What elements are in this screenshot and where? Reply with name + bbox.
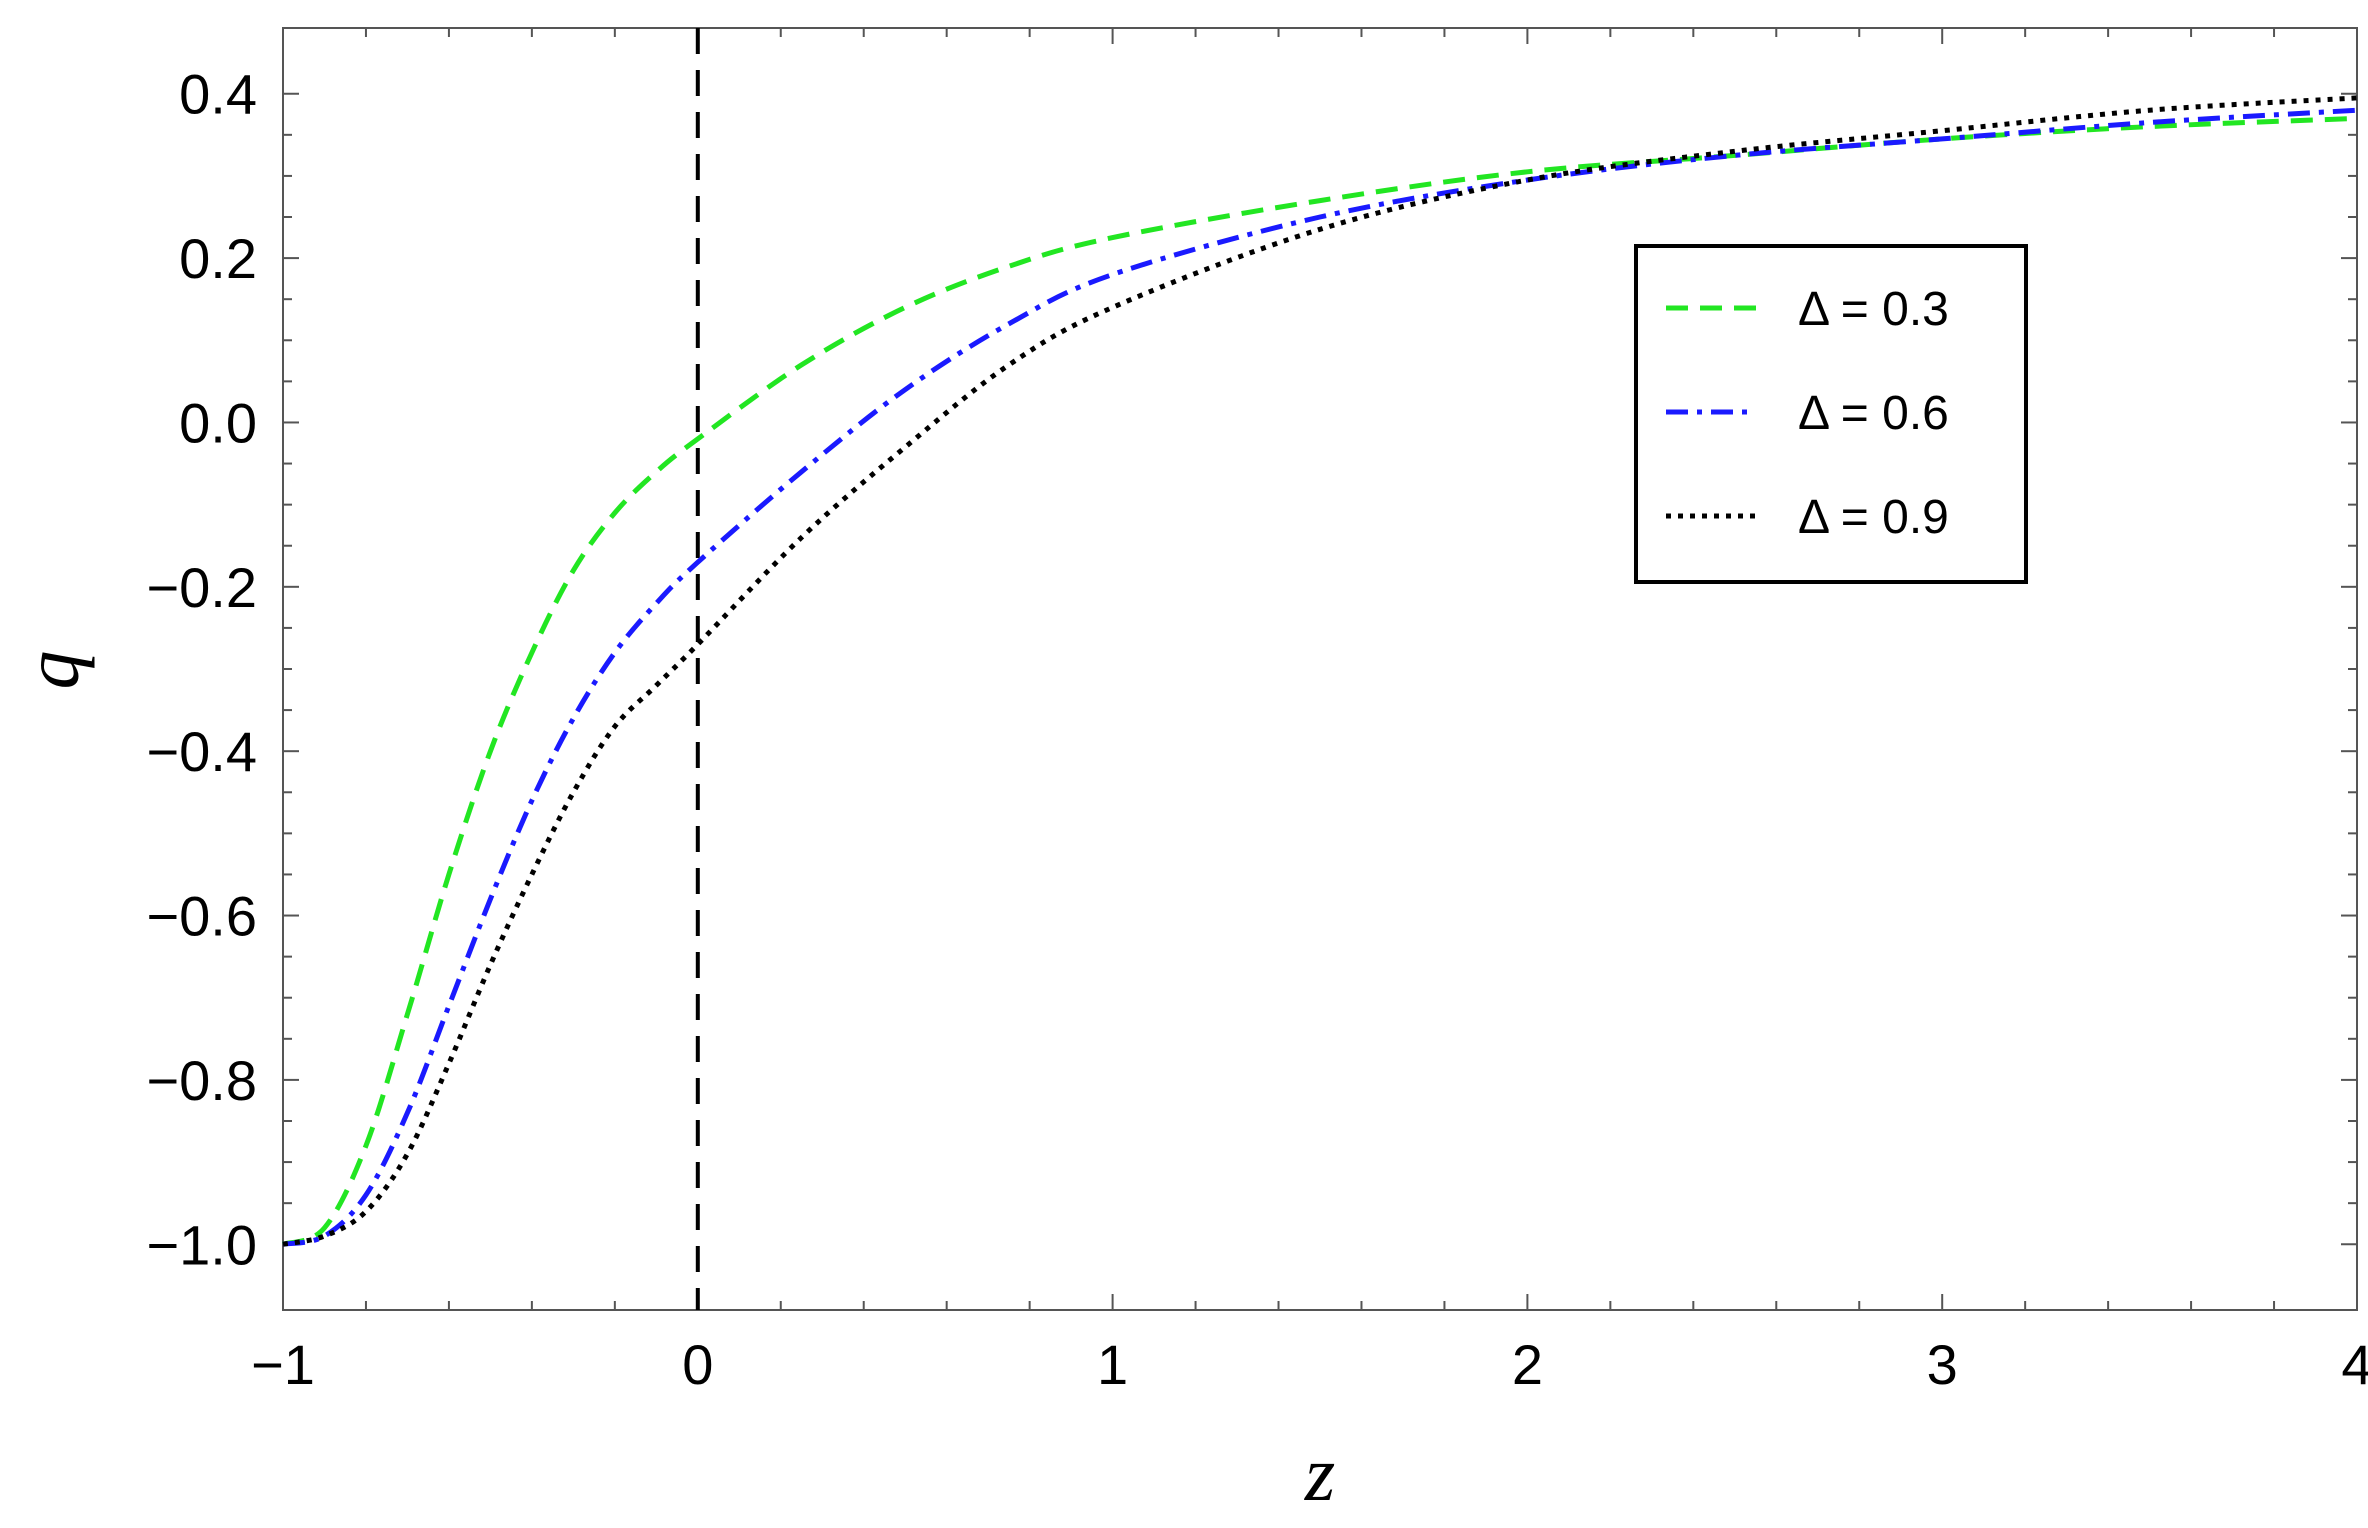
legend: Δ = 0.3 Δ = 0.6 Δ = 0.9 — [1634, 244, 2028, 584]
y-tick-label: 0.2 — [179, 227, 257, 290]
legend-label-1: Δ = 0.3 — [1798, 283, 1949, 336]
y-tick-label: −0.6 — [146, 885, 257, 948]
x-tick-label: 4 — [2341, 1333, 2368, 1396]
legend-label-3: Δ = 0.9 — [1798, 491, 1949, 544]
x-tick-label: −1 — [251, 1333, 315, 1396]
plot-frame — [282, 27, 2358, 1311]
series-line-2 — [282, 107, 2358, 1247]
y-tick-label: 0.4 — [179, 63, 257, 126]
x-tick-label: 2 — [1512, 1333, 1543, 1396]
legend-label-2: Δ = 0.6 — [1798, 387, 1949, 440]
y-tick-label: −1.0 — [146, 1213, 257, 1276]
series-line-1 — [282, 115, 2358, 1247]
y-tick-label: −0.8 — [146, 1049, 257, 1112]
x-tick-label: 0 — [682, 1333, 713, 1396]
tick-labels: −1 0 1 2 3 4 −1.0 −0.8 −0.6 −0.4 −0.2 0.0 0.2 0.4 — [146, 63, 2368, 1396]
y-tick-label: −0.4 — [146, 720, 257, 783]
axis-ticks — [282, 28, 2358, 1310]
x-axis-title: z — [1304, 1430, 1335, 1517]
y-axis-title: q — [8, 651, 95, 690]
series-lines — [282, 95, 2358, 1247]
series-line-3 — [282, 95, 2358, 1247]
y-tick-label: 0.0 — [179, 391, 257, 454]
legend-entries: Δ = 0.3 Δ = 0.6 Δ = 0.9 — [1666, 283, 1949, 544]
x-tick-label: 3 — [1927, 1333, 1958, 1396]
y-tick-label: −0.2 — [146, 556, 257, 619]
x-tick-label: 1 — [1097, 1333, 1128, 1396]
